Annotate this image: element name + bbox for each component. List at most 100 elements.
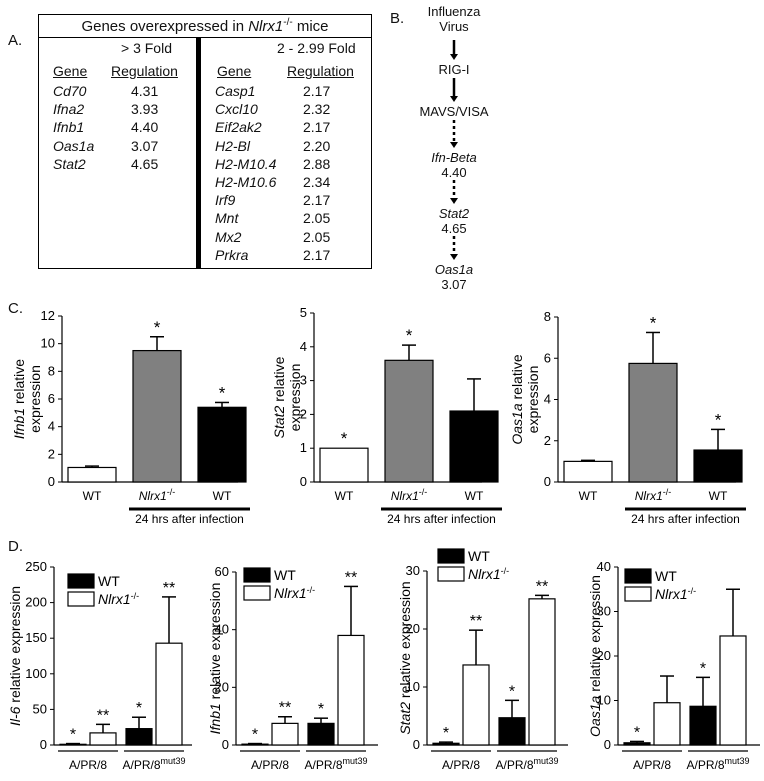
category-label: WT	[213, 489, 232, 503]
text-span: WT	[274, 567, 296, 583]
gene-name: Irf9	[215, 192, 236, 209]
bar	[528, 598, 556, 746]
text-span: relative expression	[207, 583, 223, 704]
right-col-regulation: Regulation	[287, 63, 354, 79]
significance-star: *	[443, 725, 449, 742]
regulation-value: 2.34	[303, 174, 331, 190]
y-tick-label: 8	[544, 309, 551, 324]
text-span: Nlrx1	[274, 585, 307, 601]
y-tick-label: 10	[41, 336, 55, 351]
bar	[449, 410, 499, 483]
y-tick-label: 20	[215, 679, 229, 694]
bracket-label: 24 hrs after infection	[387, 512, 496, 526]
y-tick-label: 100	[25, 666, 47, 681]
y-tick-label: 30	[406, 563, 420, 578]
significance-star: *	[219, 383, 226, 402]
text-span: relative expression	[7, 586, 23, 707]
text-span: Il-6	[7, 706, 23, 726]
text-span: Nlrx1	[635, 489, 663, 503]
gene-name: Ifnb1	[53, 119, 85, 136]
text-span: relative	[271, 356, 287, 405]
bar	[67, 466, 117, 483]
y-axis-label: expression	[287, 364, 303, 432]
category-label: WT	[335, 489, 354, 503]
legend-swatch	[243, 567, 271, 583]
text-span: WT	[579, 489, 598, 503]
table-title: Genes overexpressed in Nlrx1-/- mice	[39, 17, 371, 35]
bar	[432, 742, 460, 746]
pathway-node-value: 4.40	[441, 165, 467, 180]
y-tick-label: 2	[48, 446, 55, 461]
category-label: WT	[465, 489, 484, 503]
significance-star: **	[163, 580, 175, 597]
text-span: A/PR/8	[495, 758, 533, 772]
text-span: Oas1a	[587, 695, 603, 736]
text-span: A/PR/8	[251, 758, 289, 772]
group-label: A/PR/8	[442, 758, 480, 772]
text-span: WT	[709, 489, 728, 503]
significance-star: *	[715, 410, 722, 429]
text-span: relative expression	[397, 581, 413, 702]
category-label: WT	[709, 489, 728, 503]
y-axis-label: expression	[27, 365, 43, 433]
text-span: -/-	[501, 566, 510, 576]
bar	[462, 664, 490, 746]
legend-label: WT	[274, 567, 296, 583]
y-axis-label: Stat2 relative expression	[397, 581, 413, 734]
significance-star: **	[345, 569, 357, 586]
text-span: relative expression	[587, 575, 603, 696]
regulation-value: 3.07	[131, 137, 159, 154]
y-tick-label: 8	[48, 363, 55, 378]
y-tick-label: 0	[300, 474, 307, 489]
text-span: -/-	[167, 487, 176, 497]
text-span: A/PR/8	[122, 758, 160, 772]
left-col-regulation: Regulation	[111, 63, 178, 79]
text-span: Nlrx1	[98, 591, 131, 607]
regulation-value: 2.17	[303, 119, 331, 136]
y-axis-label: Ifnb1 relative	[11, 359, 27, 439]
text-span: mut39	[534, 756, 559, 766]
regulation-value: 4.31	[131, 83, 159, 99]
y-tick-label: 150	[25, 630, 47, 645]
significance-star: *	[700, 660, 706, 677]
significance-star: **	[536, 578, 548, 595]
table-header-line	[39, 37, 371, 38]
pathway-node-label: MAVS/VISA	[419, 104, 489, 119]
significance-star: *	[318, 701, 324, 718]
text-span: mut39	[343, 756, 368, 766]
y-tick-label: 5	[300, 305, 307, 320]
group-label: A/PR/8mut39	[304, 756, 367, 772]
gene-name: Eif2ak2	[215, 119, 262, 136]
y-tick-label: 12	[41, 308, 55, 323]
y-tick-label: 10	[597, 693, 611, 708]
regulation-value: 2.05	[303, 210, 331, 227]
significance-star: **	[470, 613, 482, 630]
group-label: A/PR/8mut39	[495, 756, 558, 772]
regulation-value: 2.17	[303, 83, 331, 99]
y-tick-label: 20	[597, 648, 611, 663]
regulation-value: 2.20	[303, 137, 331, 154]
y-tick-label: 20	[406, 621, 420, 636]
gene-name: Mx2	[215, 228, 242, 245]
bar	[693, 449, 743, 483]
group-label: A/PR/8mut39	[686, 756, 749, 772]
text-span: WT	[98, 573, 120, 589]
right-fold-header: 2 - 2.99 Fold	[277, 40, 356, 56]
bar	[59, 743, 87, 746]
text-span: Ifnb1	[207, 703, 223, 734]
legend-label: Nlrx1-/-	[468, 566, 509, 582]
category-label: Nlrx1-/-	[635, 487, 672, 503]
table-divider	[196, 37, 201, 268]
panel-label-d: D.	[8, 538, 23, 555]
y-tick-label: 2	[544, 433, 551, 448]
bar	[653, 702, 681, 746]
y-tick-label: 6	[544, 350, 551, 365]
gene-name: Ifna2	[53, 101, 85, 118]
text-span: relative	[509, 354, 525, 403]
significance-star: *	[406, 326, 413, 345]
y-tick-label: 0	[413, 737, 420, 752]
bar	[307, 722, 335, 746]
bar	[498, 717, 526, 746]
pathway-node-label: Oas1a	[434, 262, 474, 277]
significance-star: *	[70, 727, 76, 744]
